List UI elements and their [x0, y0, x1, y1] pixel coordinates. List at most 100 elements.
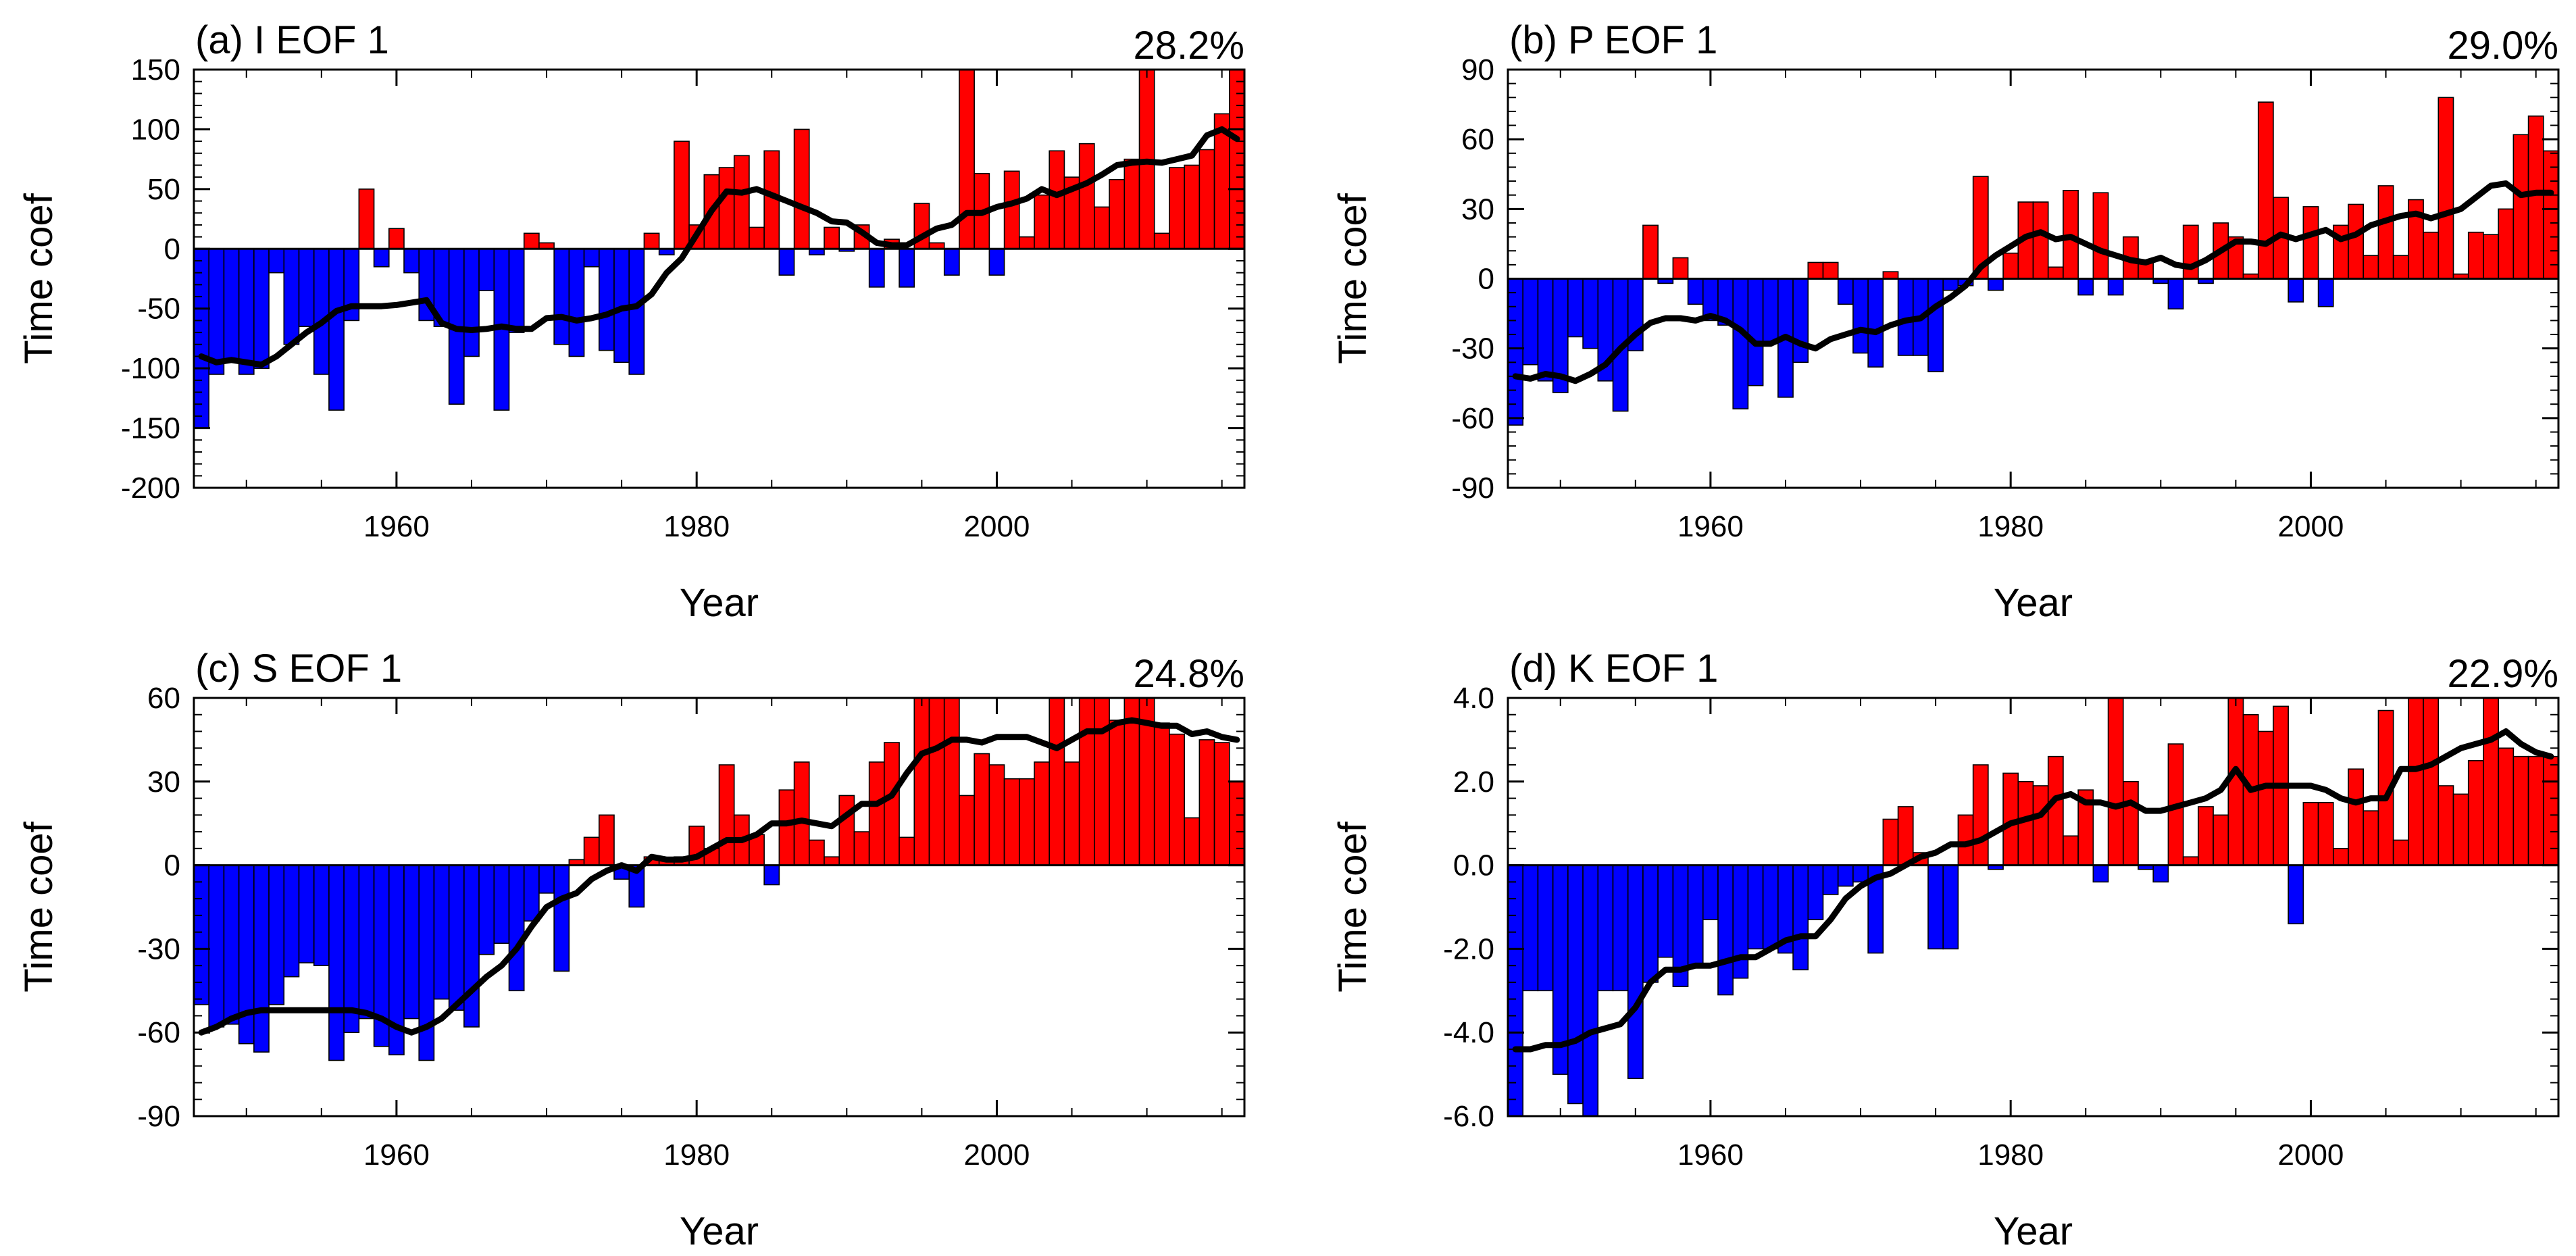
y-tick-label: -30: [1451, 332, 1494, 366]
bar-1954: [1612, 864, 1629, 992]
y-tick-label: -60: [1451, 402, 1494, 435]
bar-1996: [928, 697, 945, 866]
bar-2009: [2438, 97, 2454, 280]
bar-1968: [1822, 261, 1839, 280]
bar-1992: [868, 761, 885, 866]
y-tick-label: -90: [1451, 472, 1494, 505]
y-tick-label: -100: [121, 352, 180, 385]
bar-2011: [2467, 231, 2484, 280]
bar-1949: [1537, 864, 1554, 992]
bar-1949: [223, 864, 240, 1025]
x-tick-label: 1980: [1977, 510, 2044, 543]
bars-b: [1507, 97, 2559, 426]
bar-1951: [1567, 278, 1584, 338]
bar-1989: [824, 856, 840, 866]
bar-1973: [583, 836, 600, 866]
variance-label-a: 28.2%: [1134, 24, 1244, 68]
bar-1983: [2047, 755, 2064, 866]
bar-1959: [1687, 278, 1704, 305]
bar-1962: [1732, 278, 1749, 409]
y-tick-label: -150: [121, 412, 180, 445]
bar-1961: [1717, 864, 1734, 996]
bar-1956: [1642, 224, 1659, 280]
variance-label-c: 24.8%: [1134, 652, 1244, 696]
bar-1976: [1942, 864, 1959, 950]
bar-1992: [868, 248, 885, 288]
bar-2007: [1094, 206, 1110, 250]
bar-2004: [2363, 255, 2379, 280]
y-tick-label: 30: [1461, 193, 1494, 226]
bar-1984: [749, 226, 765, 250]
bar-2004: [1049, 697, 1065, 866]
bar-1992: [2182, 224, 2199, 280]
panel-title-c: (c) S EOF 1: [195, 647, 402, 690]
variance-label-b: 29.0%: [2448, 24, 2558, 68]
bar-1986: [778, 789, 795, 866]
x-tick-label: 1960: [1677, 510, 1744, 543]
plot-frame-a: [193, 68, 1246, 489]
y-tick-label: 0: [1478, 263, 1494, 296]
bar-1961: [403, 248, 420, 274]
bar-2007: [1094, 697, 1110, 866]
bar-1954: [298, 248, 315, 328]
bar-1947: [193, 864, 210, 1005]
bar-1952: [268, 864, 285, 1005]
bar-1994: [899, 836, 915, 866]
bar-1985: [763, 864, 780, 886]
bar-1957: [1657, 864, 1674, 958]
plot-frame-c: [193, 697, 1246, 1117]
x-axis-title-a: Year: [680, 581, 759, 625]
bar-1978: [1972, 764, 1989, 866]
y-tick-label: 60: [1461, 123, 1494, 156]
y-tick-label: 0.0: [1453, 849, 1494, 882]
x-tick-label: 1980: [663, 1138, 730, 1172]
x-tick-label: 1980: [663, 510, 730, 543]
bar-1970: [538, 864, 555, 894]
bar-2008: [1109, 720, 1126, 866]
bar-2015: [2527, 115, 2544, 280]
bar-1975: [1927, 864, 1944, 950]
bar-1949: [223, 248, 240, 363]
bar-1991: [2167, 278, 2184, 310]
panel-title-d: (d) K EOF 1: [1509, 647, 1718, 690]
bar-1958: [358, 864, 375, 1020]
bar-2013: [2498, 747, 2515, 866]
bar-1997: [943, 248, 960, 276]
bar-1951: [253, 248, 270, 369]
bar-1963: [1747, 278, 1764, 386]
bar-1988: [2122, 781, 2139, 866]
bar-1958: [1672, 257, 1689, 280]
y-tick-label: -4.0: [1443, 1016, 1494, 1049]
bar-2009: [2438, 785, 2454, 866]
smooth-line-d: [1512, 728, 2554, 1053]
bar-2014: [2512, 134, 2529, 280]
bar-2000: [2302, 801, 2319, 866]
x-tick-label: 2000: [2278, 510, 2344, 543]
bar-1973: [583, 248, 600, 268]
bar-1997: [2257, 101, 2274, 280]
x-tick-label: 2000: [964, 510, 1030, 543]
bar-1968: [508, 864, 525, 992]
bar-1969: [523, 232, 540, 250]
bar-2016: [1228, 69, 1245, 250]
bar-2006: [2392, 255, 2409, 280]
bar-1974: [598, 248, 615, 351]
bar-1972: [568, 248, 585, 357]
bar-1959: [1687, 864, 1704, 966]
bar-1966: [478, 248, 495, 291]
bar-1952: [1582, 864, 1599, 1117]
bar-1963: [433, 864, 450, 1000]
y-tick-label: -200: [121, 472, 180, 505]
bar-2013: [1184, 164, 1201, 250]
bar-2001: [2317, 278, 2334, 307]
bar-2014: [2512, 755, 2529, 866]
bar-1948: [208, 248, 225, 375]
bar-1977: [643, 232, 660, 250]
bar-1993: [2198, 806, 2214, 866]
y-axis-title-d: Time coef: [1331, 821, 1375, 992]
bar-1982: [718, 764, 735, 866]
bar-2013: [1184, 817, 1201, 866]
bar-2002: [1018, 778, 1035, 866]
panel-title-b: (b) P EOF 1: [1509, 18, 1717, 62]
bar-1984: [2063, 835, 2079, 866]
